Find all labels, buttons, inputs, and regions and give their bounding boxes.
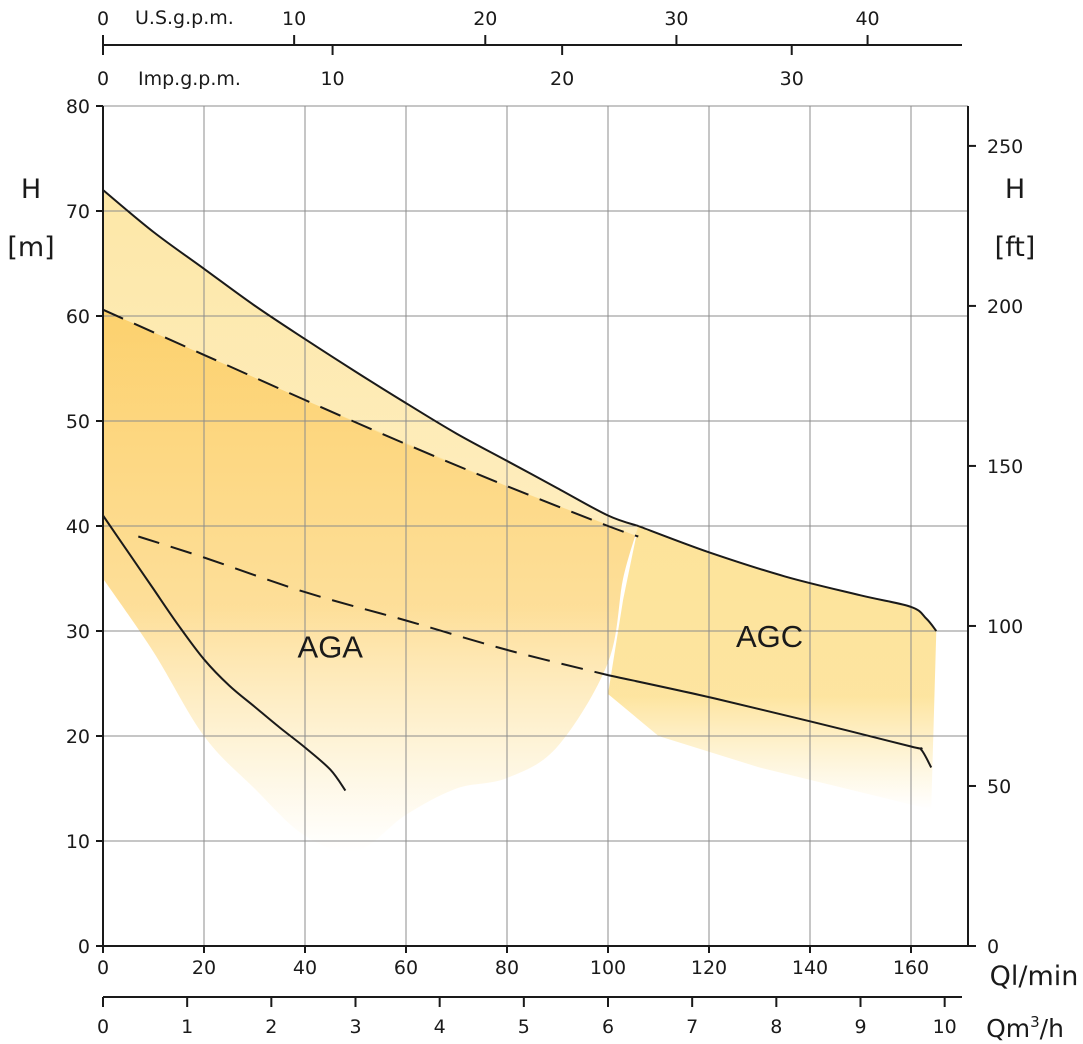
axis-labels: H [m] H [ft] Ql/min Qm3/h U.S.g.p.m. Imp… — [7, 7, 1078, 1043]
m3h-tick-label: 9 — [854, 1016, 866, 1038]
grid — [103, 105, 968, 946]
agc-region-label: AGC — [736, 619, 803, 654]
m3h-tick-label: 10 — [933, 1016, 957, 1038]
lmin-tick-label: 40 — [293, 957, 317, 979]
m3h-tick-label: 3 — [349, 1016, 361, 1038]
curve-aga-upper — [102, 189, 639, 527]
curve-aga-lower — [102, 514, 347, 792]
right-tick-label: 150 — [987, 456, 1023, 478]
m3h-tick-label: 4 — [434, 1016, 446, 1038]
m3h-axis-label-tail: /h — [1040, 1014, 1064, 1043]
left-tick-label: 30 — [66, 621, 90, 643]
left-tick-label: 10 — [66, 831, 90, 853]
left-axis-label-unit: [m] — [7, 232, 54, 263]
right-axis-label-h: H — [1005, 174, 1025, 205]
m3h-tick-label: 8 — [770, 1016, 782, 1038]
left-tick-label: 0 — [78, 936, 90, 958]
left-tick-label: 80 — [66, 96, 90, 118]
right-axis-label-unit: [ft] — [995, 232, 1036, 263]
m3h-tick-label: 7 — [686, 1016, 698, 1038]
curve-agc-upper — [637, 525, 938, 632]
m3h-tick-label: 2 — [265, 1016, 277, 1038]
impgpm-axis-label: Imp.g.p.m. — [138, 68, 241, 90]
lmin-tick-label: 140 — [792, 957, 828, 979]
m3h-tick-label: 5 — [518, 1016, 530, 1038]
m3h-axis-label-sup: 3 — [1030, 1013, 1040, 1031]
aga-region-label: AGA — [298, 629, 364, 664]
left-tick-label: 40 — [66, 516, 90, 538]
impgpm-tick-label: 30 — [780, 68, 804, 90]
left-tick-label: 70 — [66, 201, 90, 223]
lmin-tick-label: 160 — [893, 957, 929, 979]
curve-aga-upper-dashed — [102, 308, 639, 538]
m3h-tick-label: 0 — [97, 1016, 109, 1038]
usgpm-tick-label: 20 — [473, 8, 497, 30]
lmin-tick-label: 100 — [590, 957, 626, 979]
curve-agc-lower — [607, 674, 933, 768]
right-tick-label: 50 — [987, 776, 1011, 798]
shaded-regions — [103, 190, 937, 853]
right-tick-label: 200 — [987, 296, 1023, 318]
m3h-tick-label: 1 — [181, 1016, 193, 1038]
m3h-axis-label-main: Qm — [986, 1014, 1030, 1043]
impgpm-tick-label: 10 — [320, 68, 344, 90]
usgpm-tick-label: 10 — [282, 8, 306, 30]
agc-region-band — [608, 526, 937, 810]
m3h-axis-label: Qm3/h — [986, 1013, 1064, 1043]
right-tick-label: 100 — [987, 616, 1023, 638]
impgpm-tick-label: 0 — [97, 68, 109, 90]
m3h-tick-label: 6 — [602, 1016, 614, 1038]
left-tick-label: 20 — [66, 726, 90, 748]
usgpm-tick-label: 0 — [97, 8, 109, 30]
impgpm-tick-label: 20 — [550, 68, 574, 90]
lmin-tick-label: 120 — [691, 957, 727, 979]
performance-curves — [102, 189, 938, 792]
usgpm-axis-label: U.S.g.p.m. — [135, 7, 234, 29]
right-tick-label: 0 — [987, 936, 999, 958]
curve-agc-lower-dashed — [137, 535, 609, 677]
left-tick-label: 60 — [66, 306, 90, 328]
lmin-tick-label: 20 — [192, 957, 216, 979]
usgpm-tick-label: 40 — [855, 8, 879, 30]
lmin-tick-label: 0 — [97, 957, 109, 979]
left-axis-label-h: H — [21, 174, 41, 205]
lmin-axis-label: Ql/min — [990, 961, 1079, 992]
left-tick-label: 50 — [66, 411, 90, 433]
lmin-tick-label: 60 — [394, 957, 418, 979]
usgpm-tick-label: 30 — [664, 8, 688, 30]
right-tick-label: 250 — [987, 136, 1023, 158]
aga-region-band — [103, 309, 639, 853]
lmin-tick-label: 80 — [495, 957, 519, 979]
